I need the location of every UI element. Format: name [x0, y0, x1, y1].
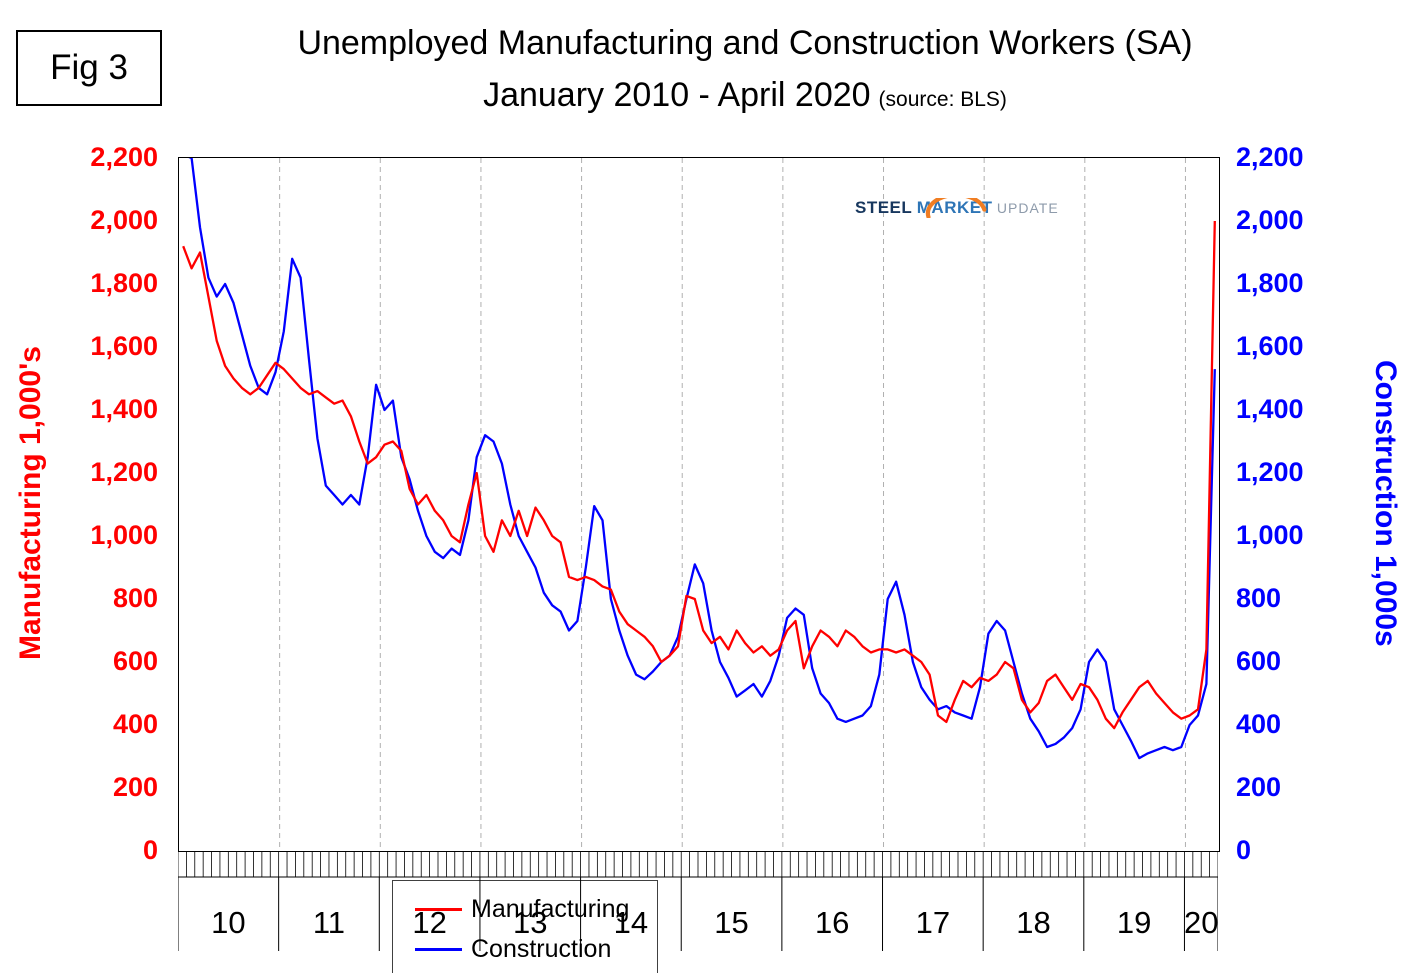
manufacturing-line-swatch	[415, 907, 462, 911]
chart-subtitle: January 2010 - April 2020 (source: BLS)	[170, 76, 1320, 115]
plot-canvas	[182, 158, 1216, 851]
year-label: 19	[1117, 905, 1151, 940]
right-axis-tick-labels: 0 200 400 600 800 1,000 1,200 1,400 1,600 1,800 2,…	[1230, 0, 1370, 973]
year-label: 15	[714, 905, 748, 940]
source-note: (source: BLS)	[878, 88, 1007, 111]
right-tick-label: 600	[1236, 646, 1282, 676]
left-tick-label: 1,400	[90, 394, 158, 424]
right-tick-label: 1,800	[1236, 268, 1304, 298]
left-tick-label: 1,800	[90, 268, 158, 298]
smu-logo: STEEL MARKET UPDATE	[855, 198, 1059, 218]
right-tick-label: 1,200	[1236, 457, 1304, 487]
chart-subtitle-dates: January 2010 - April 2020	[483, 76, 871, 114]
year-label: 20	[1184, 905, 1218, 940]
construction-line	[188, 158, 1216, 760]
right-tick-label: 1,000	[1236, 520, 1304, 550]
year-label: 14	[614, 905, 648, 940]
figure-label: Fig 3	[50, 48, 128, 87]
left-tick-label: 2,200	[90, 142, 158, 172]
legend-item-construction: Construction	[415, 935, 657, 964]
left-tick-label: 1,600	[90, 331, 158, 361]
logo-swoosh-icon	[925, 198, 987, 218]
left-axis-tick-labels: 0 200 400 600 800 1,000 1,200 1,400 1,600 1,800 2,…	[0, 0, 168, 973]
logo-text-update: UPDATE	[996, 200, 1059, 216]
right-tick-label: 200	[1236, 772, 1282, 802]
year-label: 11	[313, 905, 345, 940]
left-tick-label: 800	[112, 583, 158, 613]
legend-item-manufacturing: Manufacturing	[415, 895, 657, 924]
year-label: 16	[815, 905, 849, 940]
year-label: 12	[412, 905, 446, 940]
year-label: 13	[513, 905, 547, 940]
year-label: 18	[1016, 905, 1050, 940]
right-tick-label: 400	[1236, 709, 1282, 739]
legend: Manufacturing Construction	[392, 880, 658, 973]
legend-label-manufacturing: Manufacturing	[471, 894, 630, 923]
year-label: 17	[916, 905, 950, 940]
legend-label-construction: Construction	[471, 934, 612, 963]
chart-title: Unemployed Manufacturing and Constructio…	[297, 24, 1193, 62]
right-axis-title: Construction 1,000s	[1369, 360, 1402, 647]
right-tick-label: 2,000	[1236, 205, 1304, 235]
right-tick-label: 800	[1236, 583, 1282, 613]
construction-line-swatch	[415, 947, 462, 951]
left-tick-label: 400	[112, 709, 158, 739]
logo-text-steel: STEEL	[855, 198, 913, 217]
left-tick-label: 600	[112, 646, 158, 676]
plot-area: STEEL MARKET UPDATE Manufacturing Constr…	[178, 157, 1220, 973]
left-tick-label: 2,000	[90, 205, 158, 235]
right-tick-label: 1,400	[1236, 394, 1304, 424]
left-tick-label: 0	[142, 835, 158, 865]
figure-label-box: Fig 3	[16, 30, 162, 106]
manufacturing-line	[182, 220, 1216, 730]
right-tick-label: 1,600	[1236, 331, 1304, 361]
right-tick-label: 0	[1236, 835, 1252, 865]
left-tick-label: 1,200	[90, 457, 158, 487]
year-label: 10	[211, 905, 245, 940]
left-tick-label: 200	[112, 772, 158, 802]
right-tick-label: 2,200	[1236, 142, 1304, 172]
left-tick-label: 1,000	[90, 520, 158, 550]
x-axis: 10 11 12 13 14 15 16 17 18 19 20	[178, 851, 1218, 951]
